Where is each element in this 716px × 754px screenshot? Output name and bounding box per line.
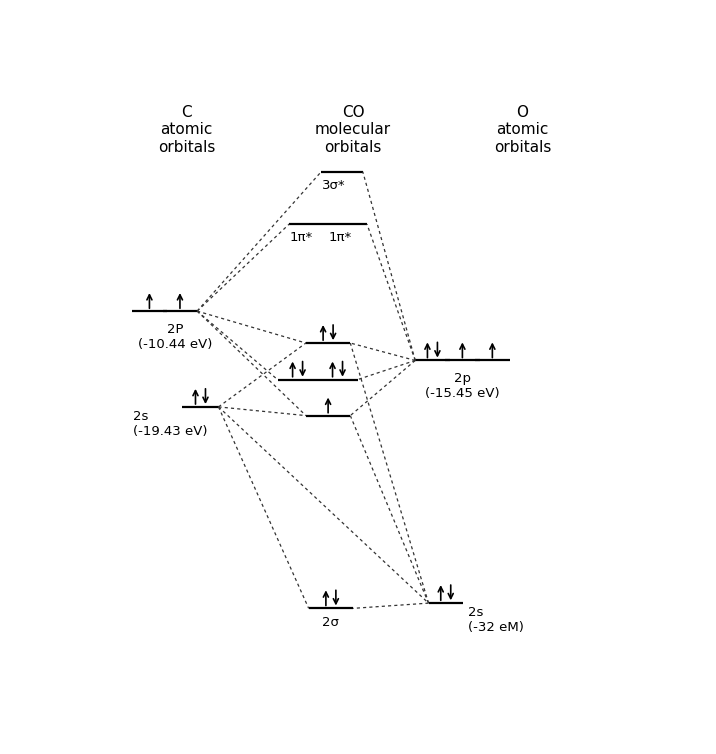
Text: CO
molecular
orbitals: CO molecular orbitals <box>315 105 391 155</box>
Text: O
atomic
orbitals: O atomic orbitals <box>493 105 551 155</box>
Text: 2s
(-32 eM): 2s (-32 eM) <box>468 606 524 634</box>
Text: 1π*: 1π* <box>290 231 313 244</box>
Text: C
atomic
orbitals: C atomic orbitals <box>158 105 216 155</box>
Text: 2σ: 2σ <box>322 616 339 629</box>
Text: 2s
(-19.43 eV): 2s (-19.43 eV) <box>132 410 207 438</box>
Text: 1π*: 1π* <box>329 231 352 244</box>
Text: 2P
(-10.44 eV): 2P (-10.44 eV) <box>138 323 213 351</box>
Text: 3σ*: 3σ* <box>322 179 346 192</box>
Text: 2p
(-15.45 eV): 2p (-15.45 eV) <box>425 372 500 400</box>
